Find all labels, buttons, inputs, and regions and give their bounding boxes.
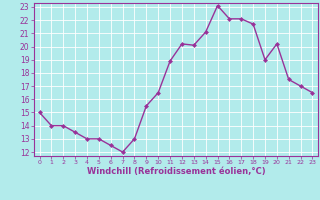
- X-axis label: Windchill (Refroidissement éolien,°C): Windchill (Refroidissement éolien,°C): [87, 167, 265, 176]
